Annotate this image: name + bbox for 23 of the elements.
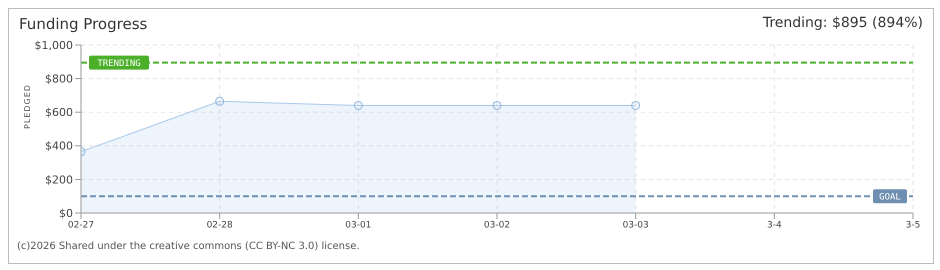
point	[354, 100, 363, 110]
x-tick-label: 02-27	[68, 220, 94, 230]
chart-title: Funding Progress	[19, 15, 148, 33]
point	[215, 96, 224, 106]
x-tick-label: 03-02	[484, 220, 510, 230]
y-tick-label: $800	[45, 72, 73, 86]
y-tick-label: $0	[59, 206, 73, 220]
x-tick-label: 03-03	[622, 220, 649, 230]
point	[492, 100, 502, 110]
point	[631, 100, 640, 110]
y-tick-label: $600	[45, 106, 73, 120]
x-tick-label: 3-5	[906, 220, 920, 230]
y-tick-label: $200	[45, 173, 73, 186]
x-tick-label: 02-28	[206, 220, 234, 230]
x-tick-label: 3-4	[766, 220, 782, 230]
y-axis-title: PLEDGED	[22, 84, 32, 129]
ref-line-label: TRENDING	[97, 59, 141, 70]
y-tick-label: $400	[45, 140, 73, 153]
x-tick-label: 03-01	[345, 220, 372, 230]
ref-line-label: GOAL	[879, 192, 901, 203]
y-tick-label: $1,000	[34, 38, 73, 52]
text: (c)2026 Shared under the creative commons (CC BY-NC 3.0) license.	[17, 241, 360, 252]
text: Trending: $895 (894%)	[762, 15, 923, 31]
